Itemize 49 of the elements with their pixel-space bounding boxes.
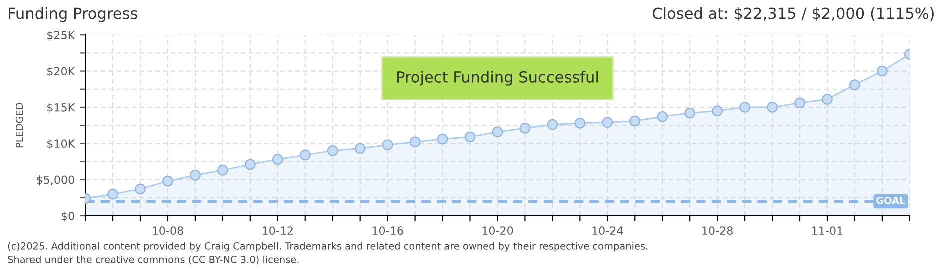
ref-line-label: GOAL [876,196,906,204]
point [437,134,448,145]
x-tick-label: 10-16 [372,226,404,236]
point [630,116,641,127]
point [135,184,146,195]
point [245,159,256,170]
y-tick-label: $10K [48,139,76,150]
y-tick-label: $0 [62,212,74,222]
chart-title: Funding Progress [9,7,138,22]
point [794,98,806,109]
x-tick-label: 11-01 [812,226,843,236]
y-tick-label: $20K [48,67,76,78]
point [850,80,860,90]
point [767,102,778,113]
y-axis-title: PLEDGED [16,103,24,148]
point [218,165,228,176]
point [492,126,504,138]
point [354,143,366,154]
point [327,145,338,156]
point [108,188,118,200]
point [877,66,888,77]
text: (c)2025. Additional content provided by Craig Campbell. Trademarks and related content are owned by their respective companies. [8,242,648,252]
text: Shared under the creative commons (CC BY-NC 3.0) license. [8,256,299,265]
x-tick-label: 10-08 [153,226,184,236]
point [410,136,421,148]
point [520,123,531,134]
point [574,118,586,129]
point [712,106,723,116]
point [382,140,394,151]
x-tick-label: 10-12 [262,226,293,236]
chart-subtitle: Closed at: $22,315 / $2,000 (1115%) [652,7,934,22]
point [162,176,174,187]
x-tick-label: 10-24 [592,226,624,236]
y-tick-label: $5,000 [37,176,74,186]
point [300,150,311,161]
point [657,111,668,122]
point [547,119,558,130]
point [822,94,833,105]
y-tick-label: $25K [48,30,76,41]
point [684,108,696,119]
y-tick-label: $15K [48,103,76,114]
x-tick-label: 10-20 [482,226,514,236]
x-tick-label: 10-28 [702,226,733,236]
point [740,102,750,113]
point [602,117,614,128]
point [272,154,284,165]
annotation: Project Funding Successful [398,71,598,86]
point [190,170,201,181]
point [464,132,476,143]
